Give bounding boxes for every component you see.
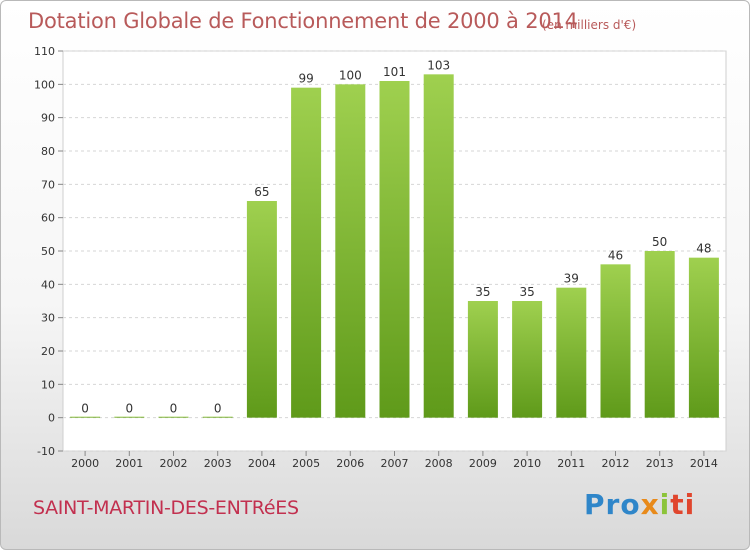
value-label-2005: 99 [298, 72, 313, 86]
y-tick-label: 110 [34, 45, 55, 58]
bar-2011[interactable] [556, 287, 587, 418]
bar-2009[interactable] [467, 301, 498, 418]
value-label-2003: 0 [214, 402, 222, 416]
chart-unit: (en milliers d'€) [542, 18, 637, 32]
y-tick-label: 80 [41, 145, 55, 158]
logo-part-4: ti [670, 488, 696, 521]
value-label-2007: 101 [383, 65, 406, 79]
bar-2004[interactable] [246, 201, 277, 418]
value-label-2009: 35 [475, 285, 490, 299]
x-tick-label-2005: 2005 [292, 457, 320, 470]
x-tick-label-2003: 2003 [204, 457, 232, 470]
y-tick-label: 60 [41, 212, 55, 225]
y-tick-label: 70 [41, 178, 55, 191]
bar-2006[interactable] [335, 84, 366, 418]
x-tick-label-2001: 2001 [115, 457, 143, 470]
bar-2005[interactable] [291, 87, 322, 418]
proxiti-logo[interactable]: Proxiti [584, 488, 695, 521]
x-tick-label-2004: 2004 [248, 457, 276, 470]
y-tick-label: 40 [41, 278, 55, 291]
y-tick-label: -10 [37, 445, 55, 458]
bar-2000[interactable] [70, 416, 101, 418]
value-label-2010: 35 [519, 285, 534, 299]
x-tick-label-2009: 2009 [469, 457, 497, 470]
bar-2010[interactable] [512, 301, 543, 418]
y-tick-label: 20 [41, 345, 55, 358]
y-tick-label: 100 [34, 78, 55, 91]
bar-2008[interactable] [423, 74, 454, 418]
x-tick-label-2006: 2006 [336, 457, 364, 470]
x-tick-label-2012: 2012 [602, 457, 630, 470]
bar-2002[interactable] [158, 416, 189, 418]
x-tick-label-2014: 2014 [690, 457, 718, 470]
bar-2001[interactable] [114, 416, 145, 418]
chart-title: Dotation Globale de Fonctionnement de 20… [28, 9, 578, 33]
value-label-2000: 0 [81, 402, 89, 416]
logo-part-3: i [659, 488, 671, 521]
value-label-2011: 39 [564, 272, 579, 286]
logo-part-2: x [640, 488, 660, 521]
y-tick-label: 90 [41, 112, 55, 125]
value-label-2004: 65 [254, 185, 269, 199]
value-label-2014: 48 [696, 242, 711, 256]
x-tick-label-2011: 2011 [557, 457, 585, 470]
y-tick-label: 10 [41, 378, 55, 391]
x-tick-label-2013: 2013 [646, 457, 674, 470]
value-label-2013: 50 [652, 235, 667, 249]
bar-2007[interactable] [379, 81, 410, 418]
value-label-2002: 0 [170, 402, 178, 416]
y-tick-label: 50 [41, 245, 55, 258]
x-tick-label-2000: 2000 [71, 457, 99, 470]
value-label-2006: 100 [339, 68, 362, 82]
x-tick-label-2002: 2002 [160, 457, 188, 470]
x-tick-label-2007: 2007 [381, 457, 409, 470]
y-tick-label: 30 [41, 312, 55, 325]
bar-2003[interactable] [202, 416, 233, 418]
value-label-2012: 46 [608, 248, 623, 262]
value-label-2001: 0 [125, 402, 133, 416]
logo-part-1: Pro [584, 488, 641, 521]
value-label-2008: 103 [427, 58, 450, 72]
x-tick-label-2010: 2010 [513, 457, 541, 470]
bar-2012[interactable] [600, 264, 631, 418]
x-tick-label-2008: 2008 [425, 457, 453, 470]
y-tick-label: 0 [48, 412, 55, 425]
bar-2013[interactable] [644, 251, 675, 418]
commune-name: SAINT-MARTIN-DES-ENTRéES [33, 497, 299, 519]
bar-2014[interactable] [688, 257, 719, 418]
